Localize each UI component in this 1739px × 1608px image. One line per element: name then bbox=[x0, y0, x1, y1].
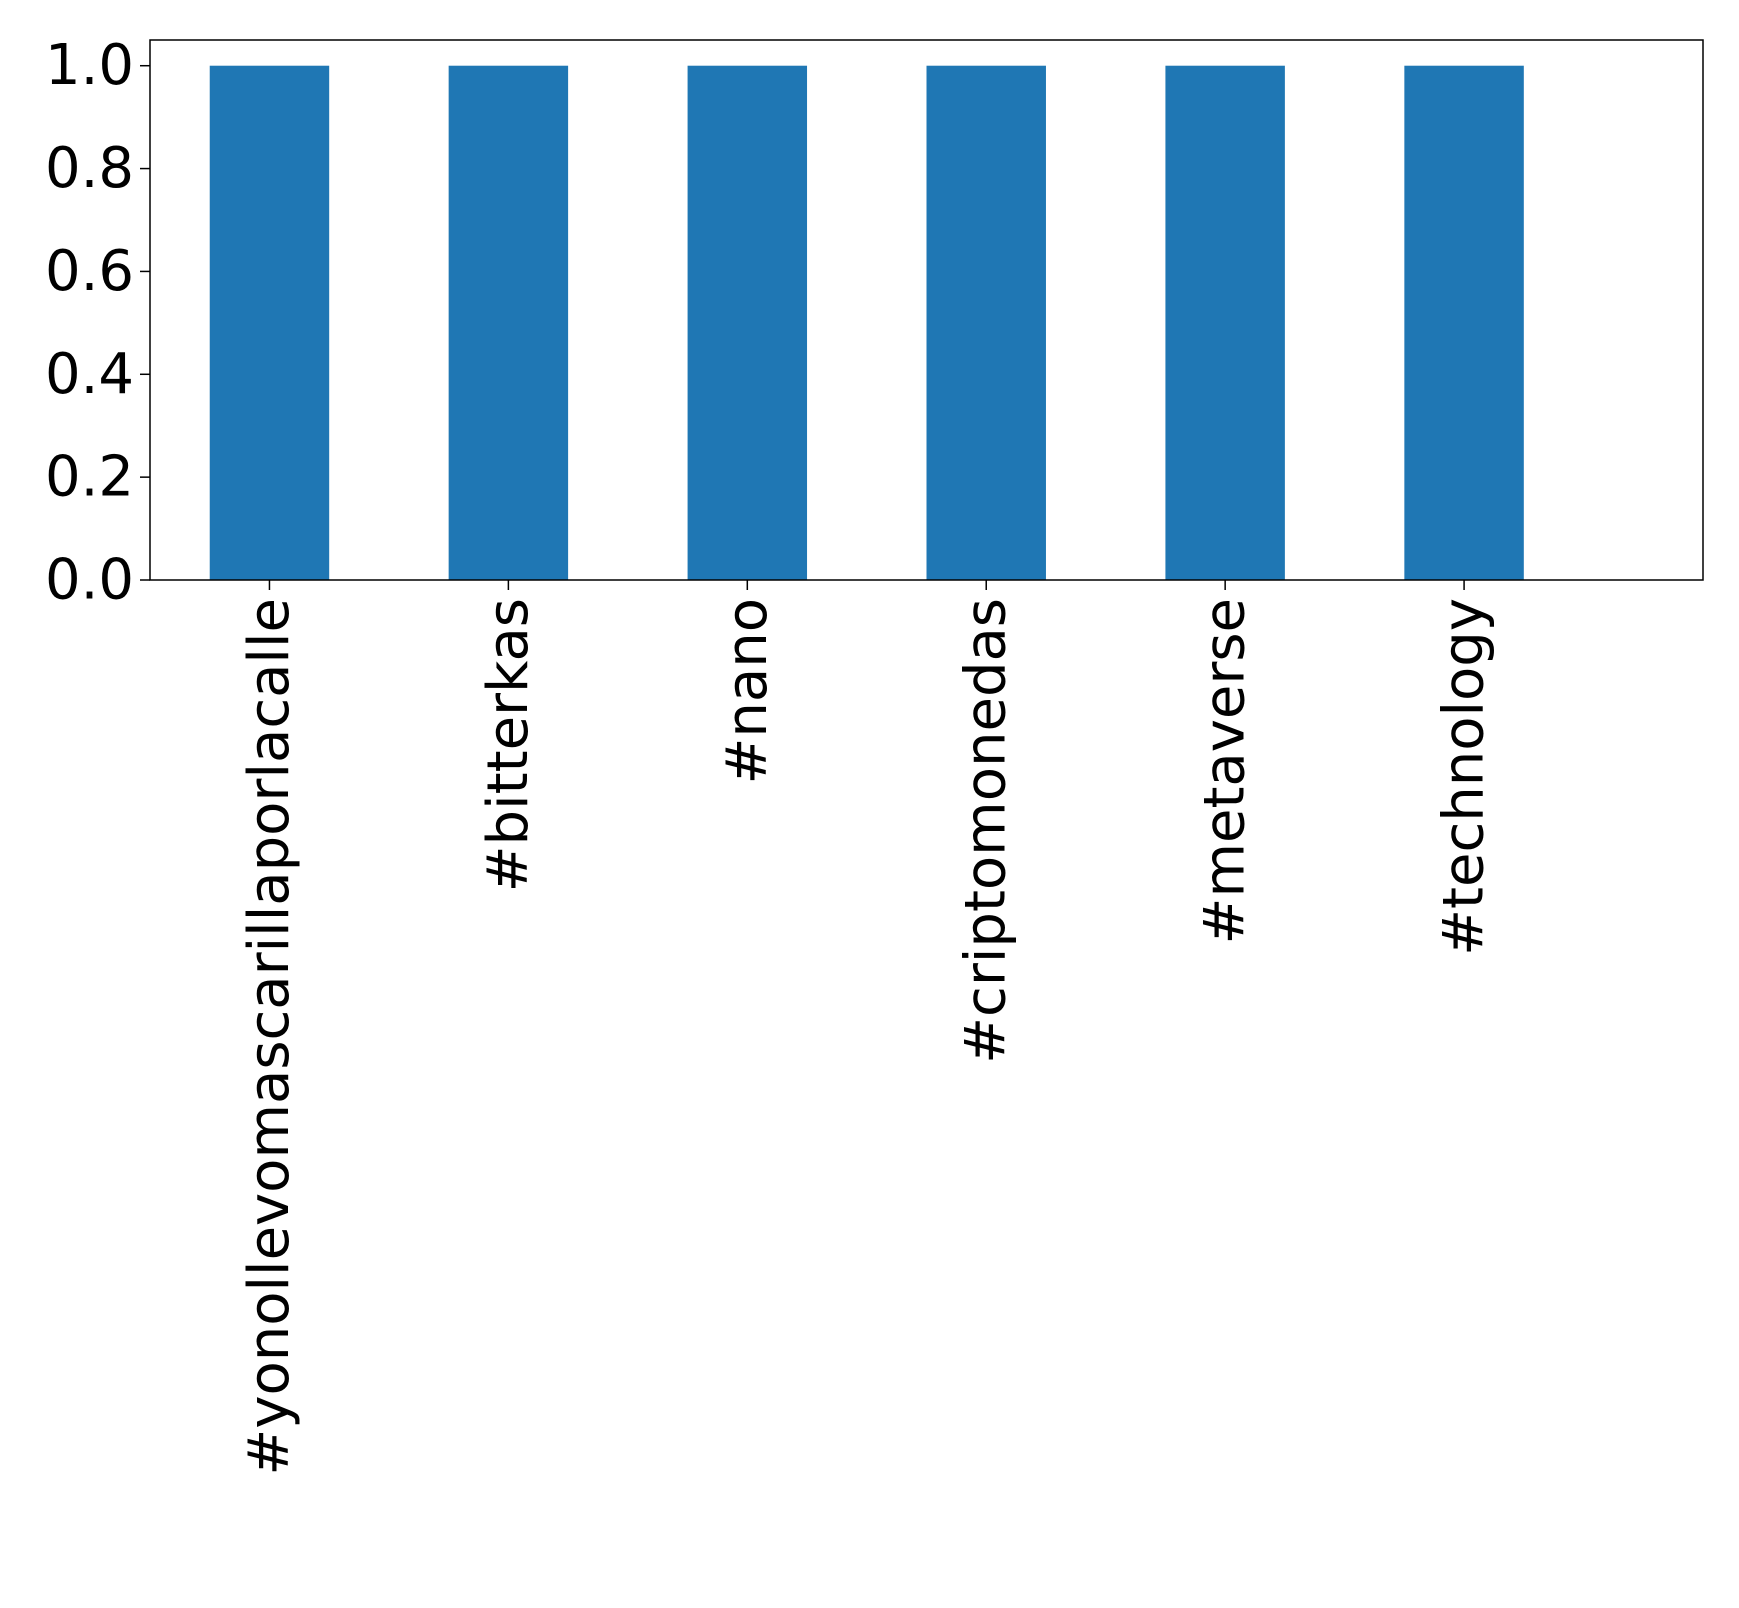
y-tick-label: 0.0 bbox=[45, 548, 134, 613]
bar-1 bbox=[448, 65, 569, 580]
y-tick-label: 0.4 bbox=[45, 342, 134, 407]
y-tick-label: 0.8 bbox=[45, 136, 134, 201]
y-axis-ticks: 0.0 0.2 0.4 0.6 0.8 1.0 bbox=[45, 33, 150, 613]
x-axis-ticks: #yonollevomascarillaporlacalle #bitterkas… bbox=[237, 580, 1497, 1476]
y-tick-label: 0.6 bbox=[45, 239, 134, 304]
axes-layer bbox=[149, 39, 1704, 581]
bars-layer bbox=[209, 65, 1524, 580]
bar-4 bbox=[1165, 65, 1285, 580]
x-tick-label: #yonollevomascarillaporlacalle bbox=[237, 598, 302, 1476]
y-tick-label: 1.0 bbox=[45, 33, 134, 98]
bar-3 bbox=[926, 65, 1046, 580]
x-tick-label: #nano bbox=[715, 598, 780, 784]
bar-0 bbox=[209, 65, 330, 580]
x-tick-label: #bitterkas bbox=[476, 598, 541, 892]
x-tick-label: #metaverse bbox=[1193, 598, 1258, 944]
x-tick-label: #technology bbox=[1432, 598, 1497, 956]
bar-5 bbox=[1404, 65, 1524, 580]
plot-frame bbox=[149, 39, 1704, 581]
x-tick-label: #criptomonedas bbox=[954, 598, 1019, 1064]
y-tick-label: 0.2 bbox=[45, 445, 134, 510]
bar-2 bbox=[687, 65, 808, 580]
